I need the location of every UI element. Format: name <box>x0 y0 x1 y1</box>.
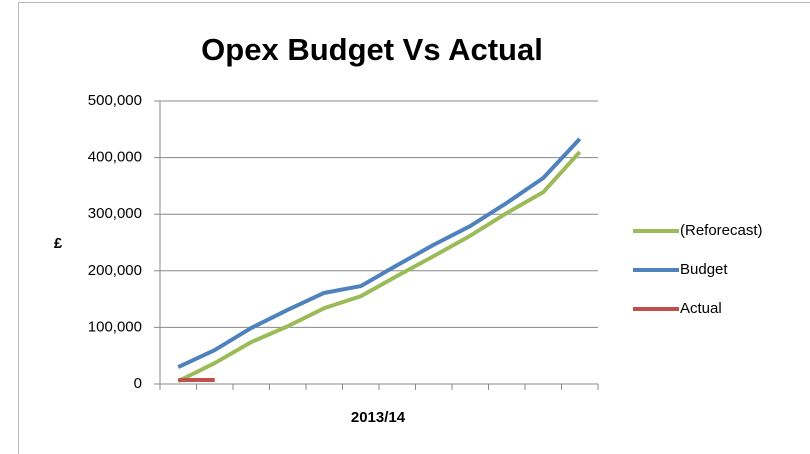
chart-title: Opex Budget Vs Actual <box>201 32 543 67</box>
legend-label: Budget <box>680 261 728 278</box>
y-tick-label: 0 <box>134 375 142 392</box>
y-tick-label: 500,000 <box>88 92 142 109</box>
legend-label: (Reforecast) <box>680 222 763 239</box>
y-tick-label: 100,000 <box>88 318 142 335</box>
y-tick-label: 200,000 <box>88 262 142 279</box>
series-line <box>177 150 582 383</box>
x-axis-label: 2013/14 <box>351 409 406 426</box>
series-line <box>177 137 582 369</box>
y-tick-label: 300,000 <box>88 205 142 222</box>
chart-frame <box>18 2 810 454</box>
y-tick-label: 400,000 <box>88 149 142 166</box>
legend-label: Actual <box>680 300 722 317</box>
y-axis-label: £ <box>54 235 63 252</box>
